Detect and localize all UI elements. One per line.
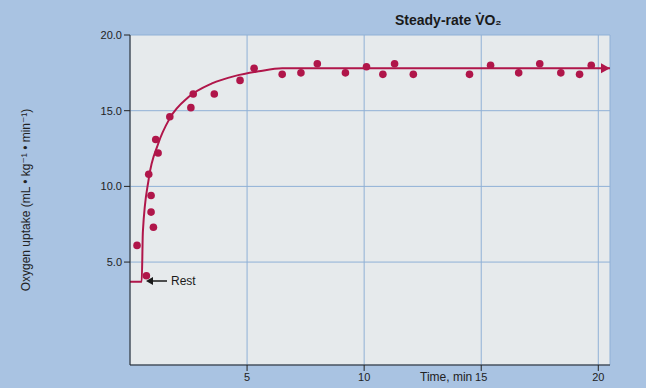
svg-text:20.0: 20.0: [101, 29, 122, 41]
svg-text:15: 15: [475, 371, 487, 383]
html-text:Rest: Rest: [171, 274, 196, 288]
html-text:Steady-rate V̇O₂: Steady-rate V̇O₂: [395, 12, 502, 28]
html-text:Time, min: Time, min: [420, 370, 473, 384]
svg-text:15.0: 15.0: [101, 105, 122, 117]
svg-text:5.0: 5.0: [107, 256, 122, 268]
svg-text:20: 20: [592, 371, 604, 383]
svg-text:10: 10: [358, 371, 370, 383]
html-text:Oxygen uptake (mL • kg⁻¹ • min: Oxygen uptake (mL • kg⁻¹ • min⁻¹): [19, 108, 33, 292]
svg-text:5: 5: [244, 371, 250, 383]
svg-text:10.0: 10.0: [101, 180, 122, 192]
